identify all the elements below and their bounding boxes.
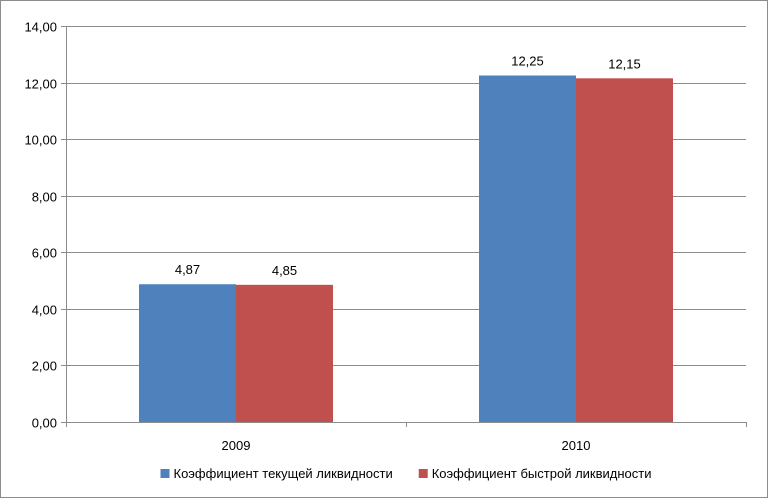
- y-tick-label: 8,00: [32, 190, 57, 205]
- y-tick-label: 0,00: [32, 416, 57, 431]
- y-tick-label: 6,00: [32, 246, 57, 261]
- y-tick-label: 14,00: [24, 20, 57, 35]
- legend: Коэффициент текущей ликвидности Коэффицие…: [160, 466, 652, 481]
- x-tick-label: 2010: [562, 438, 591, 453]
- data-label: 12,25: [511, 54, 544, 69]
- data-label: 12,15: [608, 56, 641, 71]
- bar: [576, 78, 673, 422]
- data-label: 4,85: [272, 263, 297, 278]
- axes: 0,00 2,00 4,00 6,00 8,00 10,00 12,00 14,00 2009 2…: [24, 20, 747, 453]
- data-labels: 4,87 4,85 12,25 12,15: [175, 54, 641, 278]
- y-tick-label: 10,00: [24, 133, 57, 148]
- bar: [479, 75, 576, 422]
- y-tick-label: 2,00: [32, 359, 57, 374]
- legend-label: Коэффициент текущей ликвидности: [174, 466, 393, 481]
- y-tick-label: 12,00: [24, 77, 57, 92]
- data-label: 4,87: [175, 262, 200, 277]
- legend-item: Коэффициент текущей ликвидности: [160, 466, 393, 481]
- x-tick-label: 2009: [222, 438, 251, 453]
- legend-swatch: [160, 469, 170, 478]
- bar: [139, 284, 236, 422]
- y-tick-label: 4,00: [32, 303, 57, 318]
- bar: [236, 284, 333, 422]
- legend-item: Коэффициент быстрой ликвидности: [418, 466, 652, 481]
- legend-label: Коэффициент быстрой ликвидности: [432, 466, 652, 481]
- legend-swatch: [418, 469, 428, 478]
- bars: [139, 75, 673, 422]
